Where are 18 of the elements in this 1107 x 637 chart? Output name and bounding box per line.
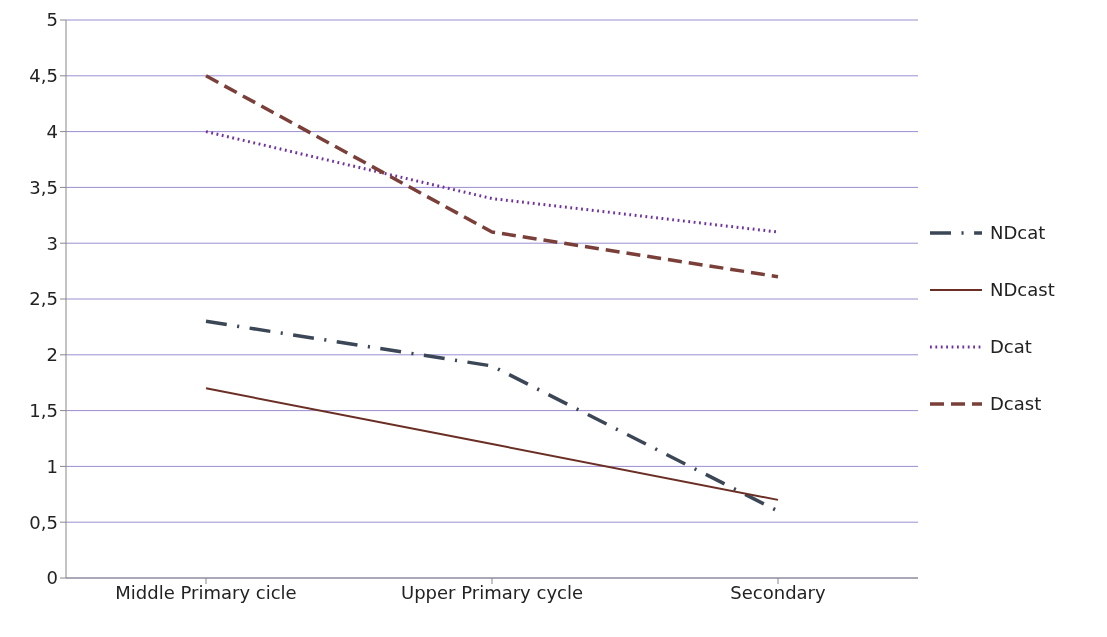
legend-label: NDcat	[990, 222, 1046, 243]
y-tick-label: 2	[46, 344, 58, 366]
y-tick-label: 1	[46, 455, 58, 477]
legend-label: Dcat	[990, 336, 1032, 357]
legend-label: NDcast	[990, 279, 1055, 300]
y-tick-label: 4	[46, 120, 58, 142]
x-tick-label: Middle Primary cicle	[115, 581, 297, 603]
y-tick-label: 5	[46, 9, 58, 31]
y-tick-label: 3	[46, 232, 58, 254]
legend-label: Dcast	[990, 393, 1042, 414]
y-tick-label: 0,5	[29, 511, 58, 533]
x-tick-label: Upper Primary cycle	[400, 581, 584, 603]
x-tick-label: Secondary	[730, 581, 827, 603]
y-tick-label: 4,5	[29, 65, 58, 87]
y-tick-label: 2,5	[29, 288, 58, 310]
y-tick-label: 1,5	[29, 399, 58, 421]
y-tick-label: 3,5	[29, 176, 58, 198]
y-tick-label: 0	[46, 567, 58, 589]
